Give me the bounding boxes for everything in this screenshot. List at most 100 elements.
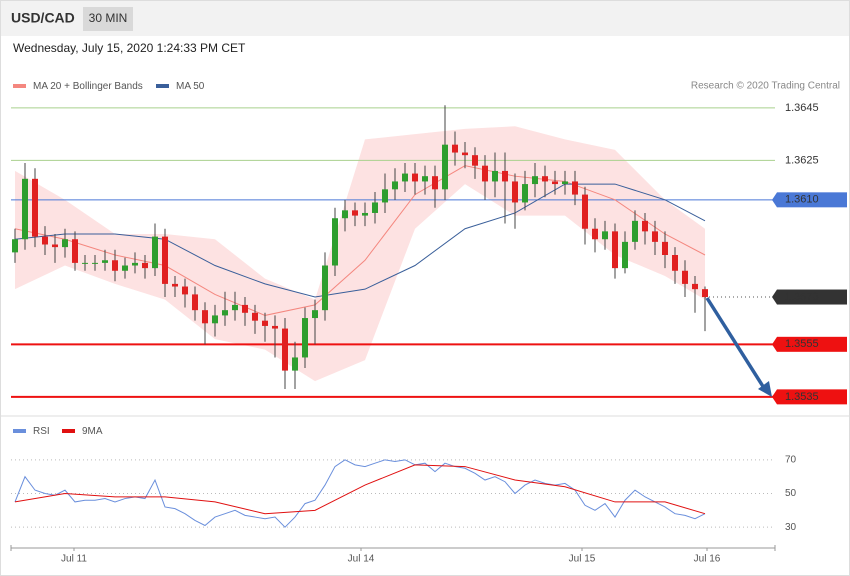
candle-body xyxy=(302,318,308,358)
candle-body xyxy=(412,173,418,182)
candle-body xyxy=(702,289,708,298)
candle-body xyxy=(502,170,508,182)
candle-body xyxy=(52,244,58,248)
candle-body xyxy=(22,178,28,240)
candle-body xyxy=(112,260,118,271)
candle-body xyxy=(622,241,628,269)
rsi-line xyxy=(14,464,706,515)
candle-body xyxy=(522,184,528,203)
level-pointer xyxy=(772,336,777,352)
candle-body xyxy=(452,144,458,153)
candle-body xyxy=(472,155,478,166)
ma-line xyxy=(14,165,706,316)
x-tick-label: Jul 16 xyxy=(694,554,721,565)
candle-body xyxy=(542,176,548,182)
symbol: USD/CAD xyxy=(11,10,75,26)
candle-body xyxy=(382,189,388,203)
candle-body xyxy=(642,220,648,232)
candle-body xyxy=(92,262,98,264)
candle-body xyxy=(72,239,78,263)
candle-body xyxy=(212,315,218,324)
legend-swatch xyxy=(156,84,169,88)
arrow-head xyxy=(758,381,772,397)
candle-body xyxy=(372,202,378,213)
legend-label: 9MA xyxy=(82,426,103,437)
level-label: 1.3555 xyxy=(785,338,819,350)
candle-body xyxy=(582,194,588,229)
candle-body xyxy=(402,173,408,182)
level-pointer xyxy=(772,192,777,208)
candle-body xyxy=(392,181,398,190)
candle-body xyxy=(672,255,678,271)
level-pointer xyxy=(772,289,777,305)
candle-body xyxy=(232,304,238,311)
y-tick-label: 50 xyxy=(785,488,797,499)
level-label: 1.3610 xyxy=(785,194,819,206)
timeframe-badge xyxy=(83,7,133,31)
candle-body xyxy=(562,181,568,185)
candle-body xyxy=(202,310,208,324)
level-label: 1.3573 xyxy=(785,291,819,303)
candle-body xyxy=(82,262,88,264)
legend-swatch xyxy=(13,84,26,88)
y-tick-label: 70 xyxy=(785,454,797,465)
timestamp: Wednesday, July 15, 2020 1:24:33 PM CET xyxy=(13,41,246,55)
candle-body xyxy=(122,265,128,271)
candle-body xyxy=(602,231,608,240)
candle-body xyxy=(282,328,288,371)
level-label: 1.3535 xyxy=(785,391,819,403)
candle-body xyxy=(632,220,638,242)
candle-body xyxy=(322,265,328,311)
candle-body xyxy=(42,236,48,245)
candle-body xyxy=(162,236,168,284)
candle-body xyxy=(242,304,248,313)
candle-body xyxy=(252,312,258,321)
candle-body xyxy=(462,152,468,156)
candle-body xyxy=(32,178,38,237)
rsi-line xyxy=(14,459,706,528)
candle-body xyxy=(62,239,68,248)
candle-body xyxy=(172,283,178,287)
level-label: 1.3625 xyxy=(785,154,819,166)
level-box xyxy=(777,192,847,208)
candle-body xyxy=(352,210,358,216)
candle-body xyxy=(102,260,108,263)
legend-label: MA 20 + Bollinger Bands xyxy=(33,81,143,92)
legend-label: MA 50 xyxy=(176,81,205,92)
candle-body xyxy=(342,210,348,219)
level-box xyxy=(777,289,847,305)
candle-body xyxy=(132,262,138,266)
ma-line xyxy=(14,183,706,298)
x-tick-label: Jul 11 xyxy=(61,554,87,565)
candle-body xyxy=(262,320,268,326)
level-box xyxy=(777,389,847,405)
bollinger-band xyxy=(15,126,705,382)
level-box xyxy=(777,336,847,352)
candle-body xyxy=(432,176,438,190)
candle-body xyxy=(612,231,618,269)
candle-body xyxy=(12,239,18,253)
candle-body xyxy=(362,212,368,216)
x-tick-label: Jul 15 xyxy=(569,554,596,565)
candle-body xyxy=(272,325,278,329)
projection-arrow xyxy=(705,297,766,389)
candle-body xyxy=(192,294,198,311)
legend-label: RSI xyxy=(33,426,50,437)
candle-body xyxy=(652,231,658,242)
y-tick-label: 30 xyxy=(785,522,797,533)
candle-body xyxy=(552,181,558,185)
candle-body xyxy=(152,236,158,269)
level-label: 1.3645 xyxy=(785,102,819,114)
candle-body xyxy=(482,165,488,182)
candle-body xyxy=(532,176,538,185)
candle-body xyxy=(492,170,498,182)
candle-body xyxy=(332,218,338,266)
candle-body xyxy=(442,144,448,190)
candle-body xyxy=(682,270,688,284)
timeframe: 30 MIN xyxy=(89,11,128,25)
candle-body xyxy=(182,286,188,295)
candle-body xyxy=(692,283,698,290)
candle-body xyxy=(312,310,318,319)
candle-body xyxy=(572,181,578,195)
